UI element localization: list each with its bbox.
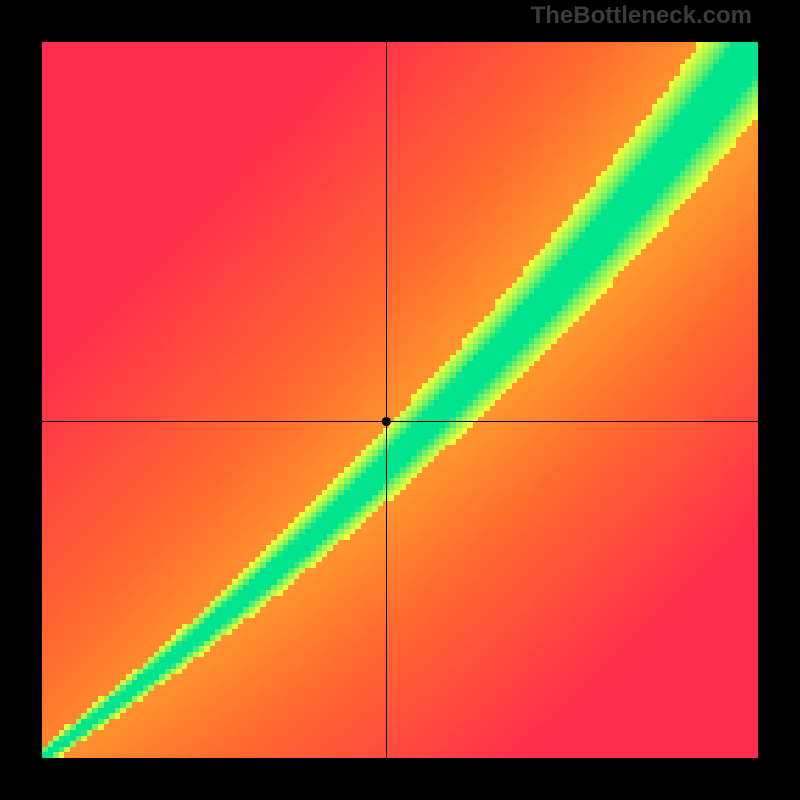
chart-container: TheBottleneck.com	[0, 0, 800, 800]
bottleneck-heatmap	[0, 0, 800, 800]
